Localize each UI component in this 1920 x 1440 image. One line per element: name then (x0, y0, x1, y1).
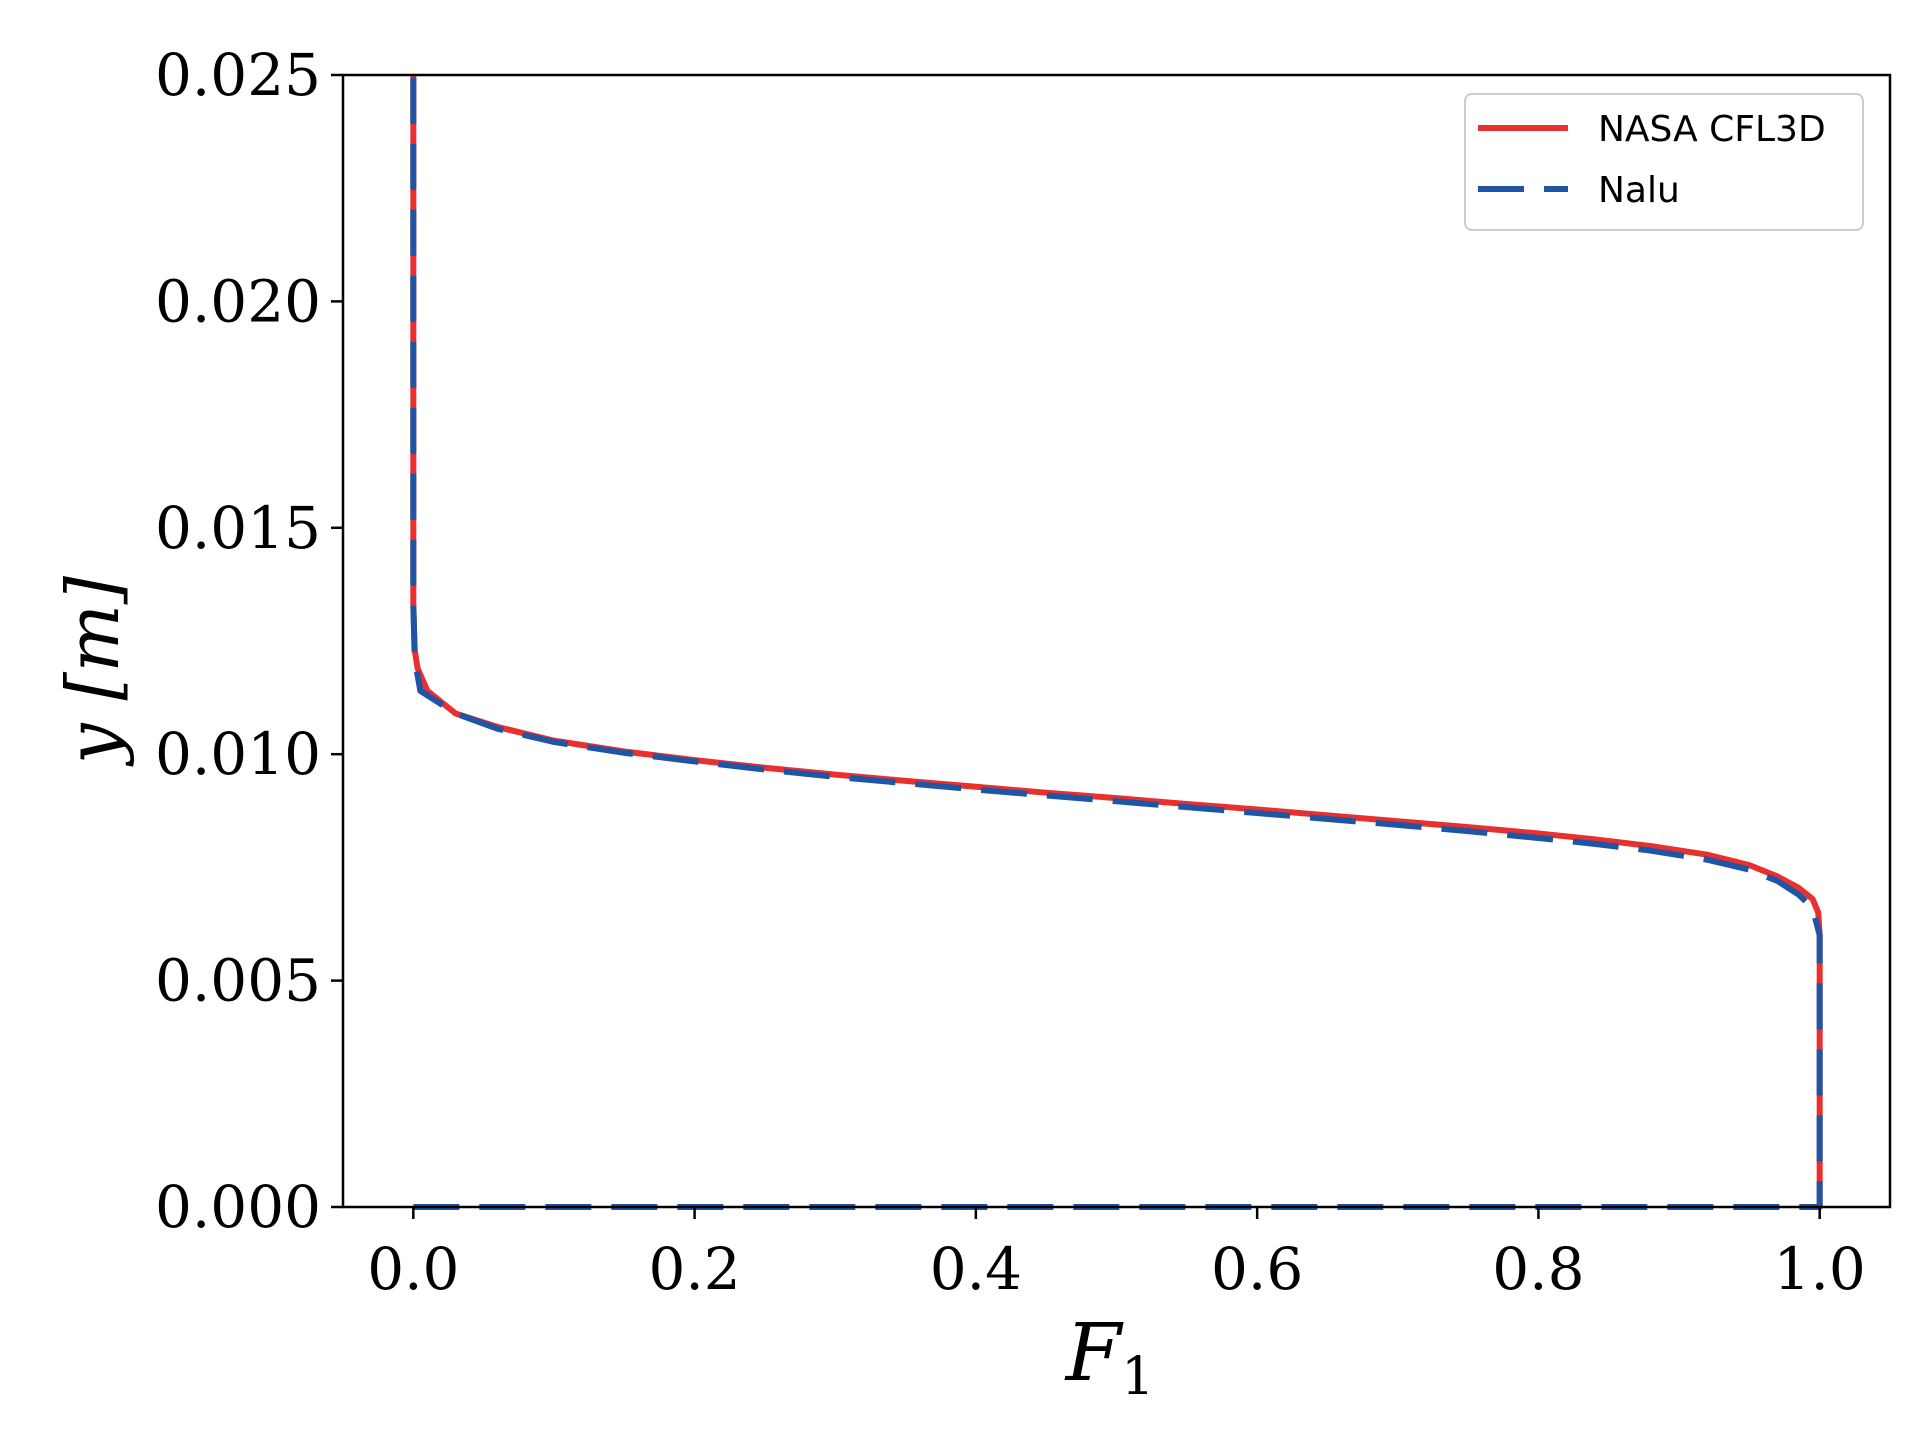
y-tick-label: 0.000 (155, 1173, 321, 1241)
x-tick-label: 0.8 (1492, 1235, 1584, 1303)
y-tick-label: 0.015 (155, 494, 321, 562)
x-axis-label: F1 (1064, 1306, 1155, 1407)
x-axis-label-subscript: 1 (1121, 1347, 1154, 1407)
x-tick-label: 0.4 (930, 1235, 1022, 1303)
y-tick-label: 0.010 (155, 720, 321, 788)
plot-frame (341, 73, 1892, 1209)
y-tick-label: 0.020 (155, 267, 321, 335)
series-layer (410, 75, 1823, 1210)
legend: NASA CFL3D Nalu (1464, 93, 1864, 231)
y-tick-label: 0.005 (155, 947, 321, 1015)
x-tick-label: 1.0 (1774, 1235, 1866, 1303)
x-tick-label: 0.2 (648, 1235, 740, 1303)
y-axis-label: y [m] (51, 575, 135, 767)
legend-label-nalu: Nalu (1598, 170, 1680, 211)
x-axis-label-main: F (1064, 1306, 1124, 1399)
legend-label-nasa: NASA CFL3D (1598, 109, 1826, 150)
y-tick-label: 0.025 (155, 41, 321, 109)
x-tick-label: 0.0 (367, 1235, 459, 1303)
axes-layer: 0.0 0.2 0.4 0.6 0.8 1.0 0.000 0.005 0.010 0.015 0.… (155, 41, 1892, 1303)
x-tick-label: 0.6 (1211, 1235, 1303, 1303)
series-line-nasa-cfl3d (410, 75, 1823, 1207)
series-line-nalu (410, 75, 1823, 1210)
